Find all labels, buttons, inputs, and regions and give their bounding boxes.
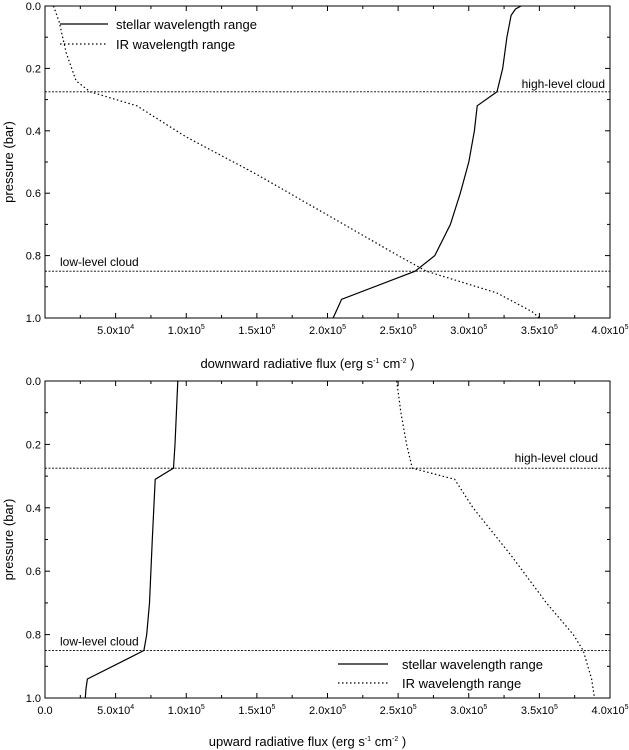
- y-tick-label: 0.6: [26, 188, 41, 200]
- x-tick-label: 3.0x105: [450, 704, 487, 717]
- cloud-annotation: low-level cloud: [60, 634, 139, 648]
- stellar-series-line: [84, 380, 179, 699]
- cloud-annotation: high-level cloud: [522, 77, 605, 91]
- y-tick-label: 0.0: [26, 1, 41, 13]
- y-tick-label: 0.4: [26, 503, 41, 515]
- x-axis-label: upward radiative flux (erg s-1 cm-2 ): [209, 734, 406, 749]
- y-tick-label: 0.4: [26, 126, 41, 138]
- x-tick-label: 4.0x105: [592, 704, 629, 717]
- y-tick-label: 1.0: [26, 693, 41, 705]
- x-tick-label: 3.0x105: [450, 324, 487, 337]
- y-tick-label: 0.6: [26, 566, 41, 578]
- legend-label: stellar wavelength range: [116, 17, 257, 32]
- x-tick-label: 1.5x105: [238, 324, 275, 337]
- x-tick-label: 1.5x105: [238, 704, 275, 717]
- x-tick-label: 3.5x105: [521, 324, 558, 337]
- y-axis-label: pressure (bar): [1, 499, 16, 581]
- y-axis-label: pressure (bar): [1, 121, 16, 203]
- x-tick-label: 2.0x105: [309, 324, 346, 337]
- y-tick-label: 0.2: [26, 63, 41, 75]
- y-tick-label: 0.8: [26, 251, 41, 263]
- top-chart-panel: 0.0 0.2 0.4 0.6 0.8 1.0 5.0x104 1.0x105 1.5x105 2…: [1, 1, 629, 371]
- x-tick-label: 5.0x104: [97, 704, 134, 717]
- y-tick-label: 0.8: [26, 630, 41, 642]
- x-tick-label: 1.0x105: [168, 704, 205, 717]
- x-tick-label: 2.5x105: [380, 324, 417, 337]
- y-tick-label: 0.0: [26, 376, 41, 388]
- y-tick-label: 0.2: [26, 439, 41, 451]
- x-tick-label: 0.0: [37, 705, 52, 717]
- x-tick-label: 1.0x105: [168, 324, 205, 337]
- y-tick-label: 1.0: [26, 313, 41, 325]
- legend-label: stellar wavelength range: [402, 657, 543, 672]
- x-tick-label: 2.5x105: [380, 704, 417, 717]
- bottom-chart-panel: 0.00.20.40.60.81.00.0 5.0x104 1.0x105 1.5x1…: [1, 376, 629, 749]
- legend-label: IR wavelength range: [116, 37, 235, 52]
- cloud-annotation: low-level cloud: [60, 255, 139, 269]
- cloud-annotation: high-level cloud: [515, 451, 598, 465]
- x-tick-label: 4.0x105: [592, 324, 629, 337]
- legend-label: IR wavelength range: [402, 676, 521, 691]
- x-axis-label: downward radiative flux (erg s-1 cm-2 ): [200, 356, 414, 371]
- x-tick-label: 2.0x105: [309, 704, 346, 717]
- ir-series-line: [396, 380, 596, 699]
- ir-series-line: [52, 5, 540, 319]
- stellar-series-line: [332, 5, 522, 319]
- x-tick-label: 5.0x104: [97, 324, 134, 337]
- x-tick-label: 3.5x105: [521, 704, 558, 717]
